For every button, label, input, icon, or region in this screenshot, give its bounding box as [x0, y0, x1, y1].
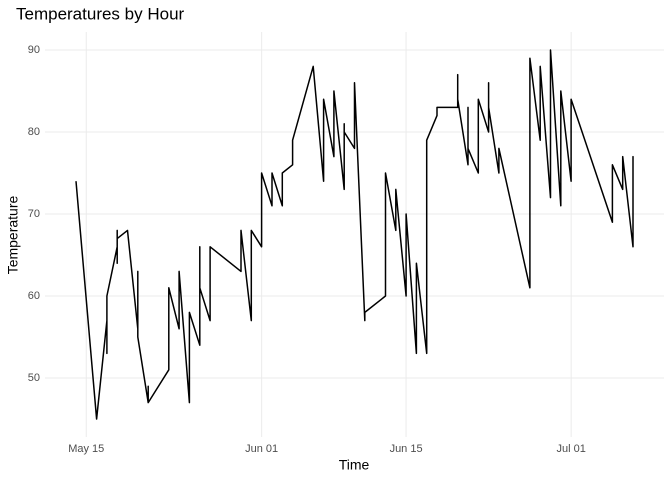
y-tick-label: 90	[28, 44, 40, 56]
x-tick-label: Jun 15	[390, 443, 423, 455]
y-tick-label: 80	[28, 126, 40, 138]
chart-title: Temperatures by Hour	[16, 4, 185, 23]
y-tick-label: 60	[28, 290, 40, 302]
y-tick-label: 50	[28, 372, 40, 384]
x-tick-label: Jul 01	[556, 443, 585, 455]
y-tick-label: 70	[28, 208, 40, 220]
line	[75, 49, 634, 420]
y-axis-title: Temperature	[5, 195, 21, 274]
x-axis-title: Time	[339, 457, 370, 473]
x-tick-label: Jun 01	[245, 443, 278, 455]
x-tick-label: May 15	[68, 443, 104, 455]
